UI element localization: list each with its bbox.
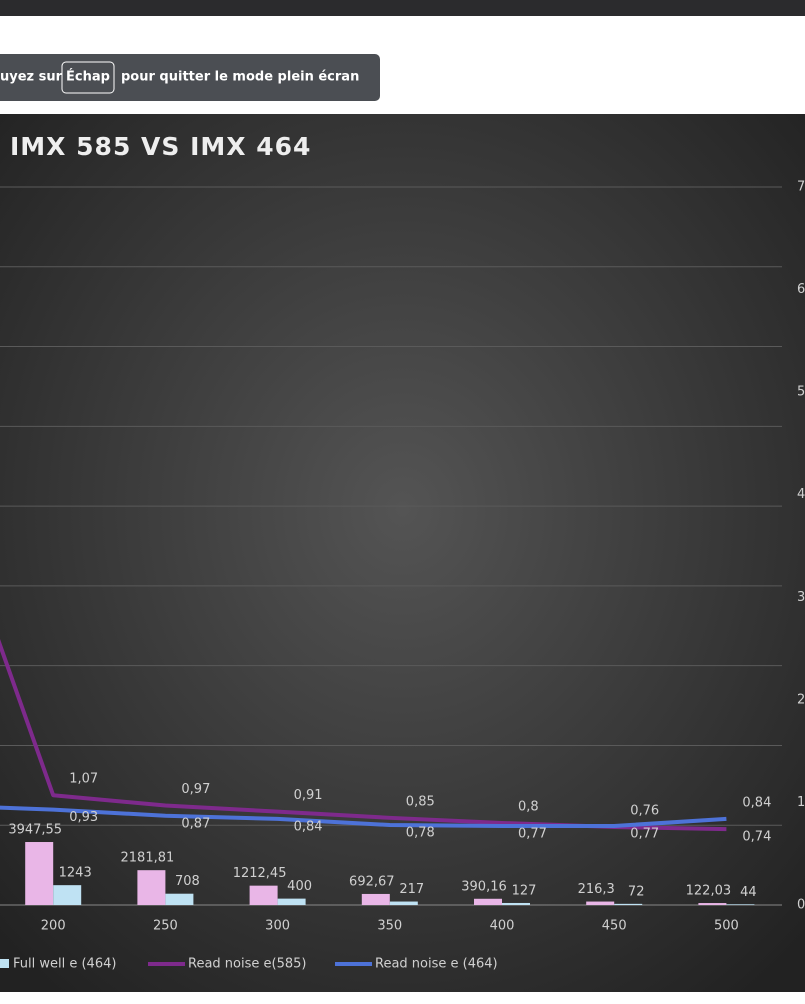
bar-value-label: 122,03 <box>686 884 732 899</box>
bar-value-label: 390,16 <box>461 879 507 894</box>
y2-tick-label: 6 <box>797 282 805 297</box>
y2-tick-label: 2 <box>797 692 805 707</box>
chart-background <box>0 114 805 992</box>
bar-value-label: 2181,81 <box>121 851 175 866</box>
bar <box>249 885 278 905</box>
y2-tick-label: 7 <box>797 180 805 195</box>
bar <box>389 901 418 905</box>
bar <box>53 885 82 905</box>
bar <box>474 898 502 905</box>
bar <box>165 893 194 905</box>
bar-value-label: 44 <box>740 885 757 900</box>
bar <box>25 842 54 905</box>
bar <box>361 893 390 905</box>
x-tick-label: 450 <box>602 919 627 934</box>
bar-value-label: 1212,45 <box>233 866 287 881</box>
y2-tick-label: 5 <box>797 385 805 400</box>
bar <box>277 898 306 905</box>
bar-value-label: 127 <box>512 883 537 898</box>
line-value-label: 0,85 <box>406 794 435 809</box>
bar-value-label: 1243 <box>59 866 92 881</box>
y2-tick-label: 3 <box>797 590 805 605</box>
bar-value-label: 708 <box>175 874 200 889</box>
key-box <box>61 61 115 94</box>
bar <box>502 902 530 905</box>
line-value-label: 0,91 <box>294 788 323 803</box>
bar <box>137 870 166 905</box>
bar-value-label: 216,3 <box>578 882 615 897</box>
y2-tick-label: 0 <box>797 898 805 913</box>
x-tick-label: 350 <box>377 919 402 934</box>
y2-tick-label: 4 <box>797 487 805 502</box>
legend-label: Read noise e(585) <box>188 957 306 972</box>
line-value-label: 0,97 <box>181 782 210 797</box>
legend-label: Read noise e (464) <box>375 957 498 972</box>
line-value-label: 0,8 <box>518 799 539 814</box>
line-value-label: 0,84 <box>294 819 323 834</box>
line-value-label: 0,77 <box>518 827 547 842</box>
bar <box>698 903 727 905</box>
line-value-label: 0,77 <box>630 827 659 842</box>
line-value-label: 0,74 <box>742 830 771 845</box>
line-value-label: 0,84 <box>742 795 771 810</box>
y2-tick-label: 1 <box>797 795 805 810</box>
plot: 0 1 2 3 4 5 6 7 200 250 300 350 400 450 500 3947,55 2181… <box>0 180 805 972</box>
line-series <box>0 805 727 829</box>
line-value-label: 0,76 <box>630 804 659 819</box>
banner-key: Échap <box>66 69 110 85</box>
bar <box>586 901 615 905</box>
bar-value-label: 3947,55 <box>8 823 62 838</box>
bar-value-label: 692,67 <box>349 874 395 889</box>
x-tick-label: 200 <box>41 919 66 934</box>
x-tick-label: 300 <box>265 919 290 934</box>
line-value-label: 0,78 <box>406 825 435 840</box>
bar-value-label: 400 <box>287 879 312 894</box>
banner-text: uyez sur <box>0 70 63 85</box>
x-tick-label: 250 <box>153 919 178 934</box>
bar-value-label: 72 <box>628 884 645 899</box>
fullscreen-banner <box>0 54 380 101</box>
bar-value-label: 217 <box>399 882 424 897</box>
line-value-label: 0,93 <box>69 810 98 825</box>
legend-swatch <box>0 959 9 968</box>
x-tick-label: 500 <box>714 919 739 934</box>
bar <box>614 903 643 905</box>
x-tick-label: 400 <box>490 919 515 934</box>
bar <box>726 904 755 905</box>
chart-title: IMX 585 VS IMX 464 <box>10 132 311 161</box>
top-bar <box>0 0 805 16</box>
line-value-label: 1,07 <box>69 772 98 787</box>
line-value-label: 0,87 <box>181 816 210 831</box>
banner-text: pour quitter le mode plein écran <box>121 70 359 85</box>
legend-label: Full well e (464) <box>13 957 116 972</box>
